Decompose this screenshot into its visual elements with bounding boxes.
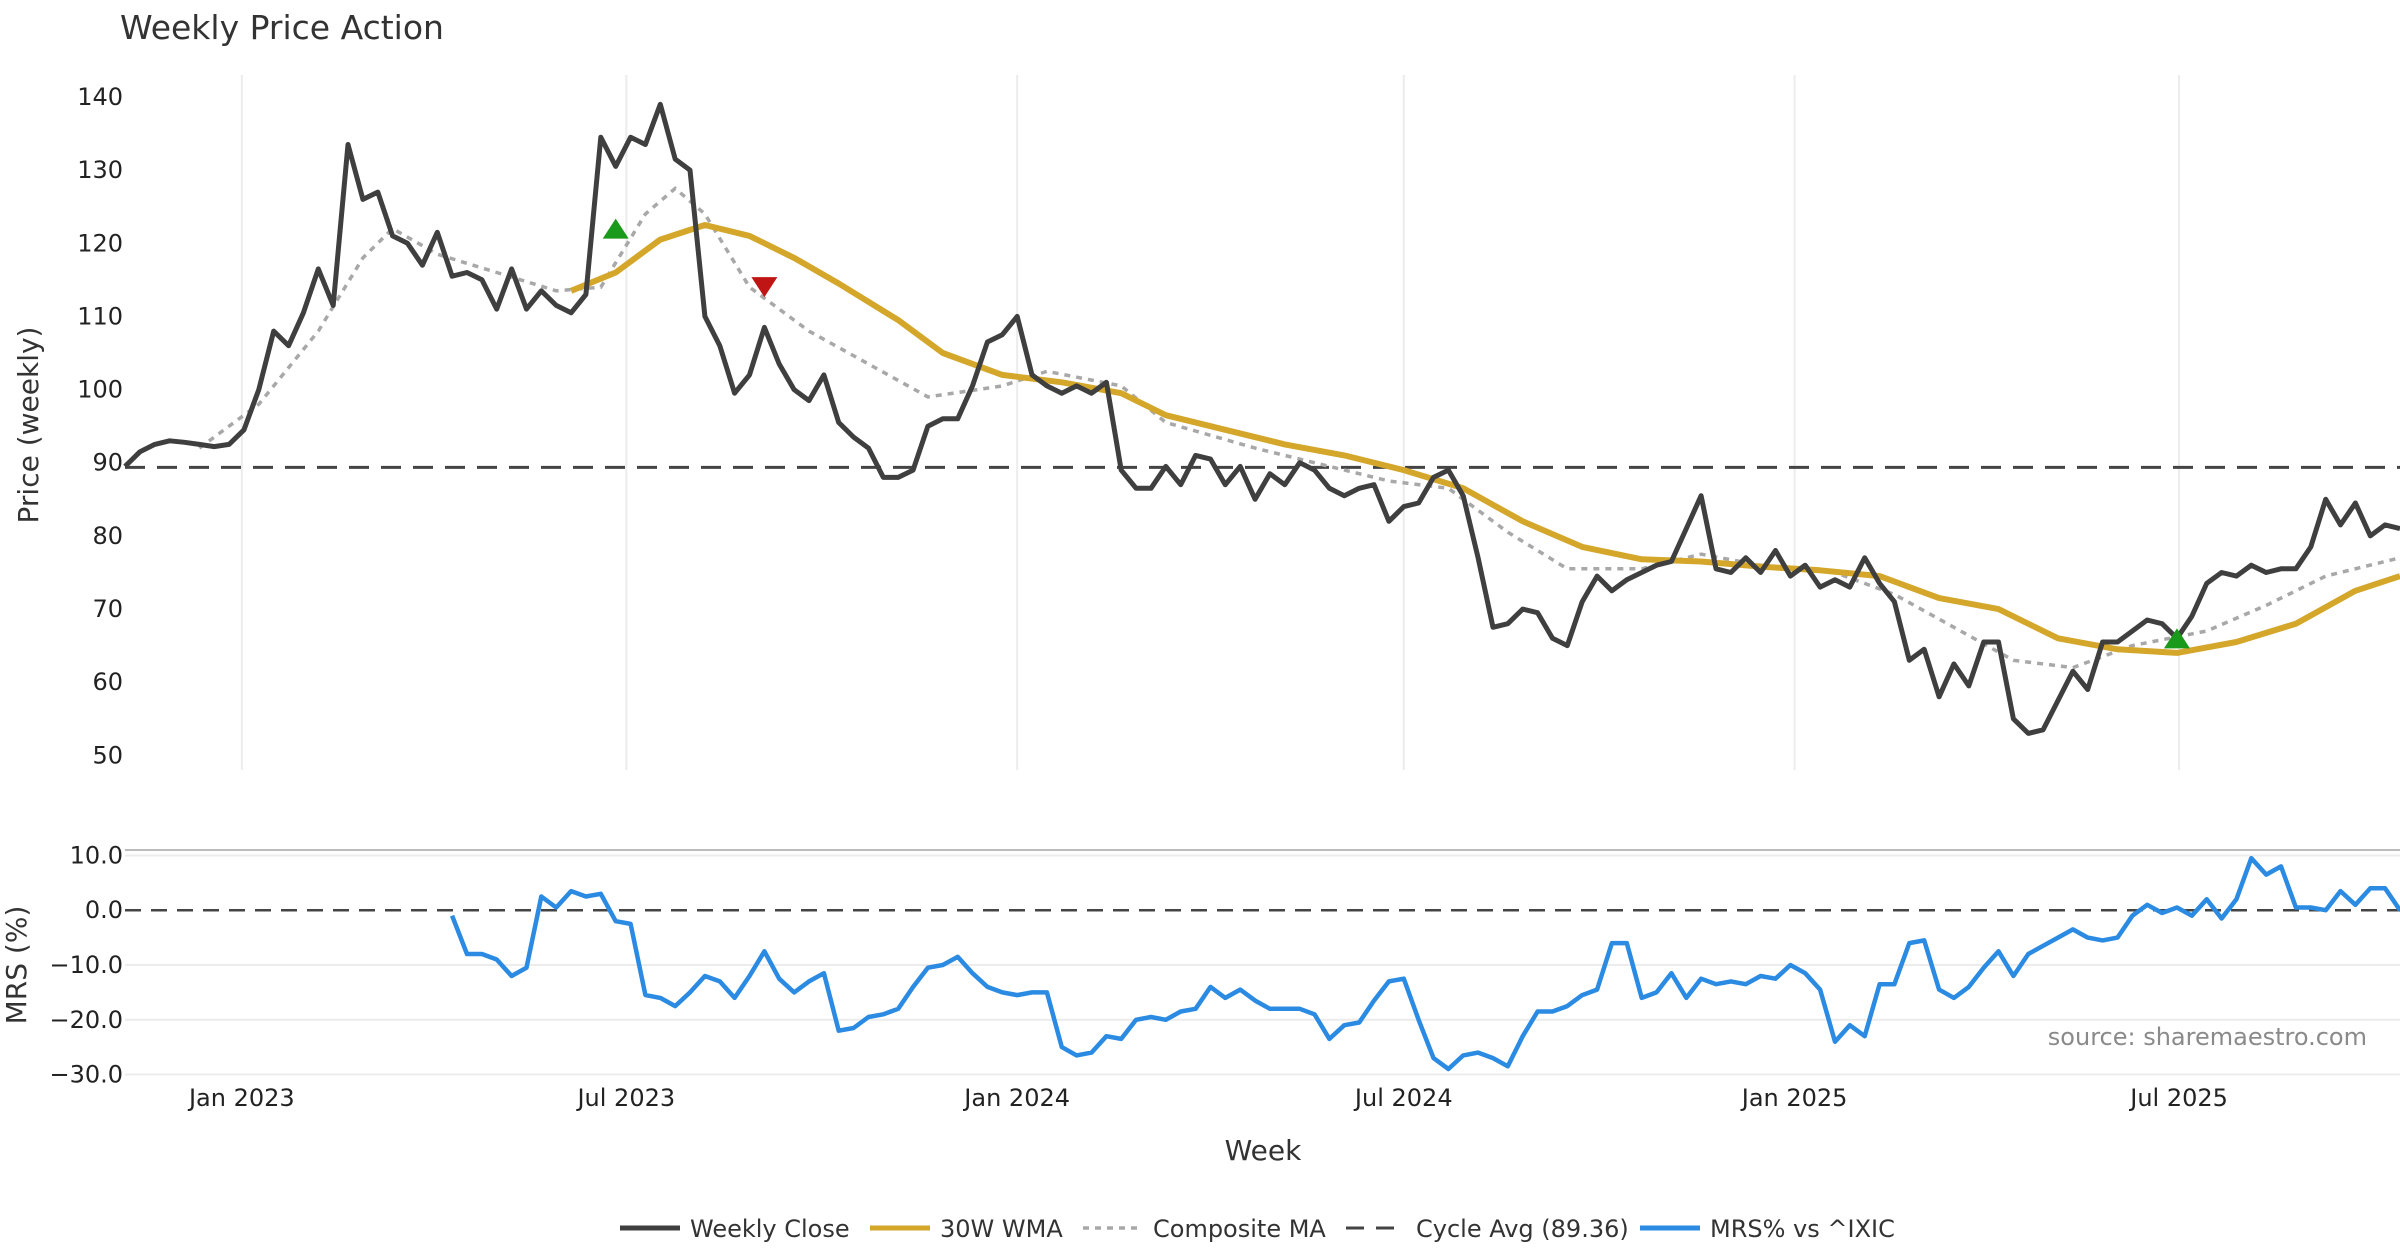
mrs-y-tick-label: −10.0 (49, 951, 123, 979)
legend-item: 30W WMA (870, 1215, 1063, 1243)
x-tick-label: Jul 2024 (1353, 1084, 1453, 1112)
x-tick-label: Jan 2024 (962, 1084, 1070, 1112)
mrs-y-tick-label: −20.0 (49, 1006, 123, 1034)
source-text: source: sharemaestro.com (2048, 1023, 2367, 1051)
price-y-tick-label: 90 (92, 449, 123, 477)
price-y-tick-label: 80 (92, 522, 123, 550)
x-tick-label: Jan 2025 (1740, 1084, 1848, 1112)
x-axis-label: Week (1225, 1134, 1302, 1167)
price-y-axis-label: Price (weekly) (12, 327, 45, 524)
mrs-y-tick-label: 10.0 (70, 841, 123, 869)
legend-item: Composite MA (1083, 1215, 1326, 1243)
legend: Weekly Close 30W WMA Composite MA Cycle Avg… (620, 1215, 1895, 1243)
buy-signal-marker (602, 218, 629, 239)
price-panel: 50 60 70 80 90 100 110 120 130 140 Price (weekly) (12, 75, 2400, 770)
legend-item: MRS% vs ^IXIC (1640, 1215, 1895, 1243)
signal-markers (602, 218, 2190, 649)
legend-label: Weekly Close (690, 1215, 850, 1243)
x-tick-label: Jan 2023 (187, 1084, 295, 1112)
legend-item: Weekly Close (620, 1215, 850, 1243)
mrs-panel: 10.0 0.0 −10.0 −20.0 −30.0 source: sharemaes… (0, 841, 2400, 1089)
price-y-tick-label: 60 (92, 668, 123, 696)
x-tick-label: Jul 2025 (2128, 1084, 2228, 1112)
legend-label: MRS% vs ^IXIC (1710, 1215, 1895, 1243)
x-tick-label: Jul 2023 (575, 1084, 675, 1112)
mrs-y-axis-label: MRS (%) (0, 906, 33, 1025)
buy-signal-marker (2163, 628, 2190, 649)
price-y-tick-label: 50 (92, 741, 123, 769)
weekly-close-line (123, 101, 2400, 736)
legend-label: Composite MA (1153, 1215, 1326, 1243)
composite-ma-line (198, 186, 2400, 670)
chart-title: Weekly Price Action (120, 8, 444, 47)
mrs-line (450, 855, 2400, 1072)
x-axis-ticks: Jan 2023 Jul 2023 Jan 2024 Jul 2024 Jan 2025… (187, 1084, 2228, 1112)
price-y-tick-label: 120 (77, 229, 123, 257)
mrs-y-tick-label: 0.0 (85, 896, 123, 924)
price-y-ticks: 50 60 70 80 90 100 110 120 130 140 (77, 83, 123, 769)
price-y-tick-label: 140 (77, 83, 123, 111)
legend-item: Cycle Avg (89.36) (1346, 1215, 1629, 1243)
price-y-tick-label: 100 (77, 376, 123, 404)
price-y-tick-label: 110 (77, 302, 123, 330)
legend-label: 30W WMA (940, 1215, 1063, 1243)
mrs-y-tick-label: −30.0 (49, 1061, 123, 1089)
price-y-tick-label: 70 (92, 595, 123, 623)
price-y-tick-label: 130 (77, 156, 123, 184)
sell-signal-marker (751, 277, 778, 298)
legend-label: Cycle Avg (89.36) (1416, 1215, 1629, 1243)
